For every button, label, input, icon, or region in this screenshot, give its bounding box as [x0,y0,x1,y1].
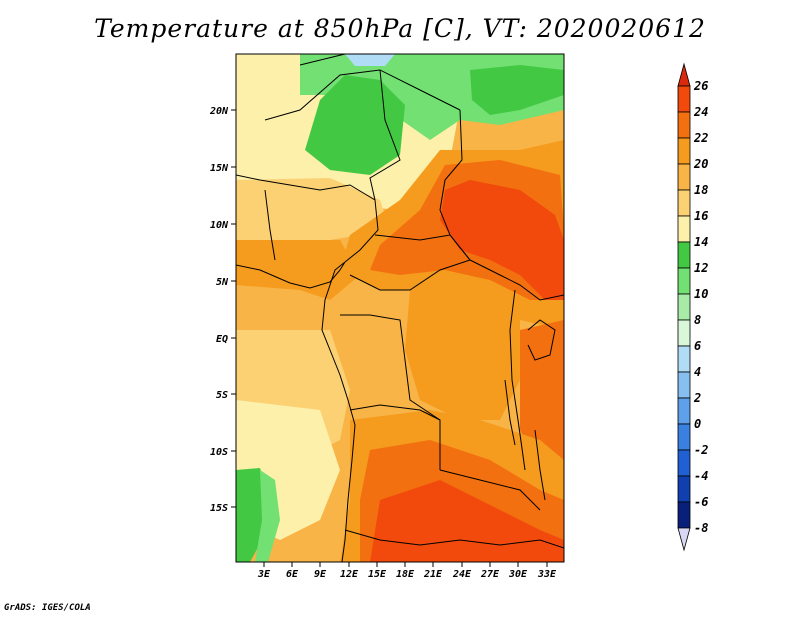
field-congo-orange [405,290,520,420]
sudan-border [469,259,564,301]
lat-label-5s: 5S [216,390,228,401]
gulf-of-guinea-coast [236,261,346,289]
field-gulf-orange [236,240,360,300]
map-title: Temperature at 850hPa [C], VT: 202002061… [94,14,706,43]
lat-label-15s: 15S [210,503,228,514]
lon-label-33e: 33E [537,569,557,580]
car-border [349,234,471,291]
colorbar-label-10: 10 [694,287,708,301]
niger-chad-border [369,69,401,201]
lon-label-30e: 30E [508,569,528,580]
colorbar-label-m4: -4 [694,469,708,483]
field-sahel-red [440,180,564,300]
field-north-light-yellow [236,178,390,240]
angola-border [349,404,441,421]
colorbar-bin-4-2 [677,371,691,399]
colorbar-bin-26-24 [677,85,691,113]
colorbar-bin-m4-m6 [677,475,691,503]
colorbar-label-m6: -6 [694,495,708,509]
colorbar-bin-6-4 [677,345,691,373]
colorbar-bin-10-8 [677,293,691,321]
lon-label-6e: 6E [286,569,299,580]
temperature-field [236,54,564,562]
colorbar-label-14: 14 [694,235,708,249]
colorbar-label-2: 2 [693,391,701,405]
lat-label-5n: 5N [216,277,229,288]
colorbar-bin-2-0 [677,397,691,425]
colorbar-label-0: 0 [694,417,701,431]
lon-label-18e: 18E [396,569,415,580]
colorbar-bin-16-14 [677,215,691,243]
colorbar-bin-8-6 [677,319,691,347]
colorbar-bin-0-m2 [677,423,691,451]
field-north-green [305,75,405,175]
west-central-coast [321,261,356,562]
colorbar-bin-20-18 [677,163,691,191]
colorbar-bin-m6-m8 [677,501,691,529]
field-south-red [370,480,564,562]
colorbar-label-6: 6 [694,339,701,353]
lon-label-9e: 9E [314,569,327,580]
lon-label-21e: 21E [423,569,443,580]
colorbar-under-arrow [677,527,691,552]
colorbar-bin-14-12 [677,241,691,269]
grads-credit: GrADS: IGES/COLA [4,603,91,613]
field-east-orange [520,320,564,470]
colorbar [677,62,691,552]
colorbar-label-18: 18 [694,183,708,197]
colorbar-label-m8: -8 [694,521,708,535]
zambia-border [439,469,541,511]
colorbar-bin-22-20 [677,137,691,165]
colorbar-label-12: 12 [694,261,708,275]
southern-border [344,529,564,549]
colorbar-label-m2: -2 [694,443,708,457]
colorbar-bin-24-22 [677,111,691,139]
colorbar-label-8: 8 [694,313,701,327]
field-north-green-2 [470,65,564,115]
lat-label-15n: 15N [210,163,229,174]
colorbar-label-26: 26 [693,79,708,93]
nigeria-border [264,189,276,261]
field-north-blue [345,54,395,66]
colorbar-label-22: 22 [693,131,708,145]
lake-malawi-shore [534,429,546,501]
lake-tanganyika-shore [504,379,516,446]
sahara-border-2 [264,69,461,121]
coastlines-borders [236,54,564,562]
colorbar-label-24: 24 [693,105,708,119]
lat-label-10n: 10N [210,220,229,231]
lon-label-15e: 15E [368,569,387,580]
lat-label-20n: 20N [209,106,229,117]
lon-label-24e: 24E [452,569,472,580]
map-frame [235,53,565,563]
lake-victoria-shore [527,319,556,361]
colorbar-bin-18-16 [677,189,691,217]
colorbar-label-4: 4 [694,365,701,379]
drc-east-border [509,289,526,471]
colorbar-labels: 26 24 22 20 18 16 14 12 10 8 6 4 2 0 -2 … [693,79,708,535]
lat-label-eq: EQ [216,334,228,345]
colorbar-label-16: 16 [694,209,708,223]
colorbar-over-arrow [677,62,691,87]
field-southwest-light-green [255,470,280,562]
west-africa-border [236,174,379,263]
lon-label-3e: 3E [257,569,271,580]
lon-axis: 3E 6E 9E 12E 15E 18E 21E 24E 27E 30E 33E [257,562,557,580]
lon-label-27e: 27E [480,569,500,580]
colorbar-label-20: 20 [693,157,708,171]
colorbar-bin-12-10 [677,267,691,295]
lat-label-10s: 10S [210,447,228,458]
lon-label-12e: 12E [340,569,359,580]
lat-axis: 20N 15N 10N 5N EQ 5S 10S 15S [209,106,236,514]
sahara-border-1 [299,54,346,66]
colorbar-bin-m2-m4 [677,449,691,477]
